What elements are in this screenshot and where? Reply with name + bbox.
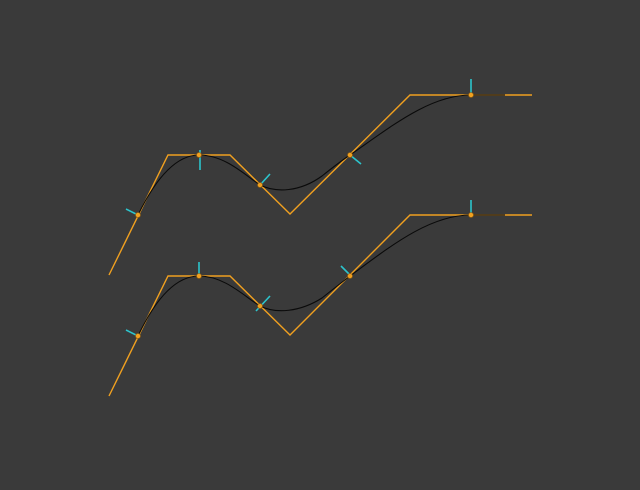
point bbox=[135, 212, 141, 218]
upper-spline bbox=[108, 79, 532, 276]
lower-spline bbox=[108, 200, 532, 397]
curve bbox=[137, 94, 505, 216]
point bbox=[196, 152, 202, 158]
point bbox=[347, 152, 353, 158]
point bbox=[135, 333, 141, 339]
tangent bbox=[255, 295, 271, 312]
curve bbox=[137, 214, 505, 337]
point bbox=[257, 182, 263, 188]
point bbox=[468, 212, 474, 218]
point bbox=[347, 273, 353, 279]
point bbox=[257, 303, 263, 309]
point bbox=[196, 273, 202, 279]
point bbox=[468, 92, 474, 98]
